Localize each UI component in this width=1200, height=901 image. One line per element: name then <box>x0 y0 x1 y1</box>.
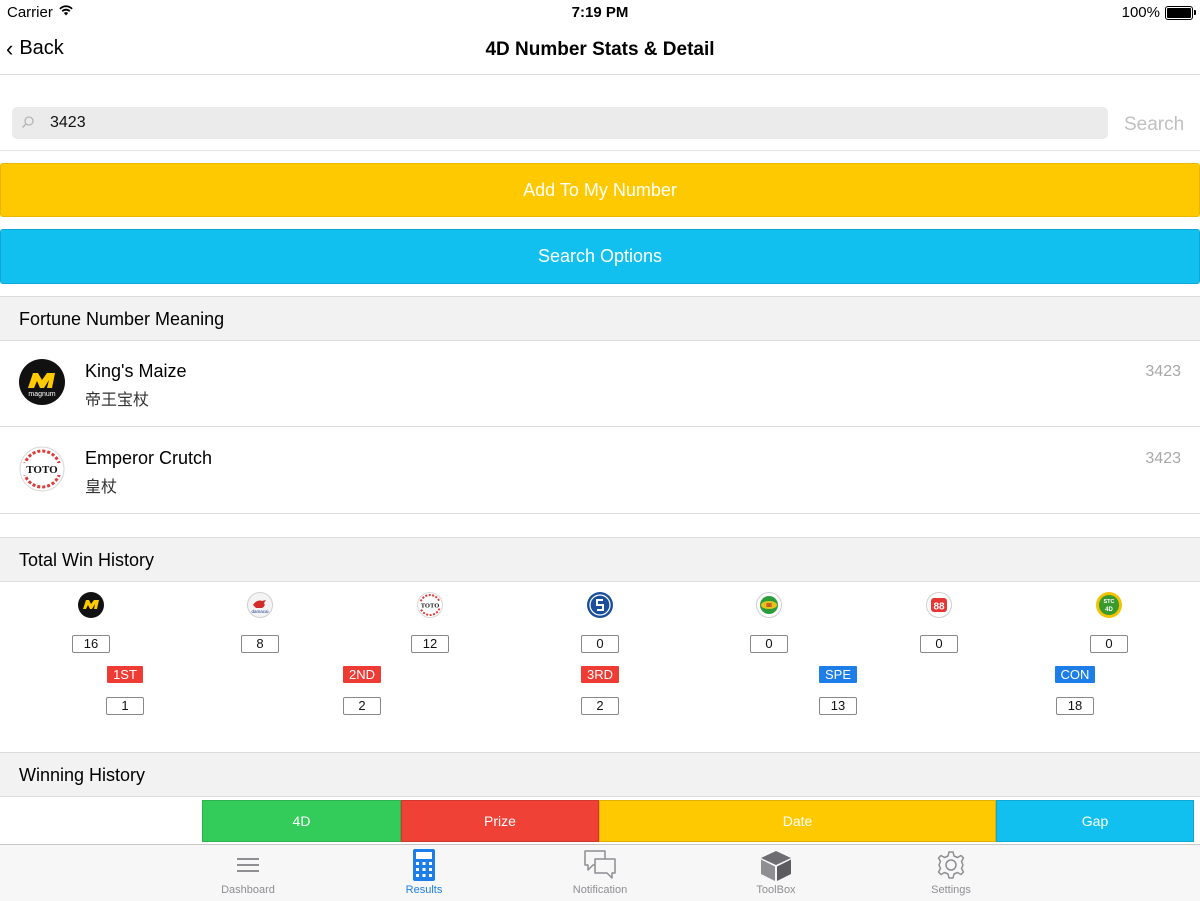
win-count: 0 <box>750 635 788 653</box>
prize-3rd: 3RD 2 <box>560 666 640 715</box>
win-count: 0 <box>920 635 958 653</box>
search-button[interactable]: Search <box>1124 114 1185 135</box>
prize-badge: SPE <box>818 666 857 683</box>
sports-toto-logo-icon: TOTO <box>417 592 443 618</box>
svg-text:88: 88 <box>766 603 772 609</box>
win-count: 0 <box>581 635 619 653</box>
fortune-number: 3423 <box>1145 450 1181 467</box>
column-header-gap[interactable]: Gap <box>996 800 1194 842</box>
sports-toto-logo-icon: TOTO <box>19 446 65 492</box>
search-options-button[interactable]: Search Options <box>0 229 1200 284</box>
win-count: 8 <box>241 635 279 653</box>
tab-label: Notification <box>572 884 628 896</box>
prize-count: 2 <box>581 697 619 715</box>
column-header-4d[interactable]: 4D <box>202 800 401 842</box>
tab-label: Dashboard <box>221 884 275 896</box>
win-operator-stc-4d: STC 4D 0 <box>1069 592 1149 653</box>
prize-count: 2 <box>343 697 381 715</box>
prize-badge: CON <box>1054 666 1096 683</box>
fortune-name-en: Emperor Crutch <box>85 448 213 468</box>
status-bar: Carrier 7:19 PM 100% <box>0 0 1200 26</box>
clock: 7:19 PM <box>571 4 629 21</box>
damacai-logo-icon: damacai <box>247 592 273 618</box>
column-header-prize[interactable]: Prize <box>401 800 599 842</box>
tab-label: Results <box>405 884 443 896</box>
list-item[interactable]: TOTO Emperor Crutch 皇杖 3423 <box>0 427 1200 514</box>
winning-history-section-title: Winning History <box>19 765 146 785</box>
fortune-section-title: Fortune Number Meaning <box>19 309 225 329</box>
magnum-logo-icon: magnum <box>19 359 65 405</box>
prize-special: SPE 13 <box>798 666 878 715</box>
fortune-name-en: King's Maize <box>85 361 187 381</box>
back-label: Back <box>19 37 64 59</box>
prize-count: 13 <box>819 697 857 715</box>
chat-bubbles-icon <box>584 850 616 879</box>
prize-count: 1 <box>106 697 144 715</box>
stc-4d-logo-icon: STC 4D <box>1096 592 1122 618</box>
search-icon <box>22 116 34 128</box>
prize-badge: 1ST <box>107 666 143 683</box>
wifi-icon <box>59 5 73 16</box>
svg-text:TOTO: TOTO <box>26 464 58 476</box>
calculator-icon <box>413 849 435 881</box>
sabah-88-logo-icon: 88 <box>756 592 782 618</box>
sandakan-turf-club-logo-icon: 88 <box>926 592 952 618</box>
svg-text:TOTO: TOTO <box>421 603 440 610</box>
tab-results[interactable]: Results <box>364 845 484 901</box>
svg-text:magnum: magnum <box>28 391 55 398</box>
win-operator-sports-toto: TOTO 12 <box>390 592 470 653</box>
svg-text:88: 88 <box>933 602 945 613</box>
navigation-bar: ‹ Back 4D Number Stats & Detail <box>0 26 1200 75</box>
page-title: 4D Number Stats & Detail <box>485 39 715 60</box>
prize-badge: 2ND <box>342 666 381 683</box>
winning-history-section-header: Winning History <box>0 752 1200 797</box>
tab-dashboard[interactable]: Dashboard <box>188 845 308 901</box>
fortune-number: 3423 <box>1145 363 1181 380</box>
magnum-logo-icon <box>78 592 104 618</box>
win-operator-singapore-pools: 0 <box>560 592 640 653</box>
win-count: 12 <box>411 635 449 653</box>
tab-label: Settings <box>931 884 971 896</box>
prize-badge: 3RD <box>580 666 619 683</box>
search-bar: 3423 Search <box>0 96 1200 151</box>
win-count: 16 <box>72 635 110 653</box>
list-item[interactable]: magnum King's Maize 帝王宝杖 3423 <box>0 340 1200 427</box>
menu-icon <box>237 858 259 872</box>
box-icon <box>761 851 791 881</box>
back-button[interactable]: ‹ Back <box>6 37 64 60</box>
prize-1st: 1ST 1 <box>85 666 165 715</box>
prize-count: 18 <box>1056 697 1094 715</box>
column-header-date[interactable]: Date <box>599 800 996 842</box>
tab-toolbox[interactable]: ToolBox <box>716 845 836 901</box>
tab-settings[interactable]: Settings <box>891 845 1011 901</box>
search-input[interactable]: 3423 <box>12 107 1108 139</box>
win-operator-damacai: damacai 8 <box>220 592 300 653</box>
tab-notification[interactable]: Notification <box>540 845 660 901</box>
carrier-label: Carrier <box>7 4 53 21</box>
svg-text:STC: STC <box>1104 599 1115 605</box>
fortune-name-cn: 帝王宝杖 <box>85 392 150 409</box>
battery-percent: 100% <box>1121 4 1160 21</box>
chevron-left-icon: ‹ <box>6 35 14 61</box>
win-history-section-title: Total Win History <box>19 550 155 570</box>
prize-2nd: 2ND 2 <box>322 666 402 715</box>
svg-text:damacai: damacai <box>251 609 268 614</box>
win-operator-sandakan-turf-club: 88 0 <box>899 592 979 653</box>
add-to-my-number-button[interactable]: Add To My Number <box>0 163 1200 217</box>
search-value: 3423 <box>50 114 86 131</box>
gear-icon <box>937 851 965 879</box>
prize-consolation: CON 18 <box>1035 666 1115 715</box>
singapore-pools-logo-icon <box>587 592 613 618</box>
tab-bar: Dashboard Results Notification ToolBox <box>0 844 1200 901</box>
battery-icon <box>1165 6 1196 20</box>
win-history-section-header: Total Win History <box>0 537 1200 582</box>
svg-text:4D: 4D <box>1105 607 1113 613</box>
win-count: 0 <box>1090 635 1128 653</box>
tab-label: ToolBox <box>756 884 796 896</box>
win-operator-magnum: 16 <box>51 592 131 653</box>
fortune-section-header: Fortune Number Meaning <box>0 296 1200 341</box>
fortune-name-cn: 皇杖 <box>85 479 118 496</box>
win-operator-sabah-88: 88 0 <box>729 592 809 653</box>
